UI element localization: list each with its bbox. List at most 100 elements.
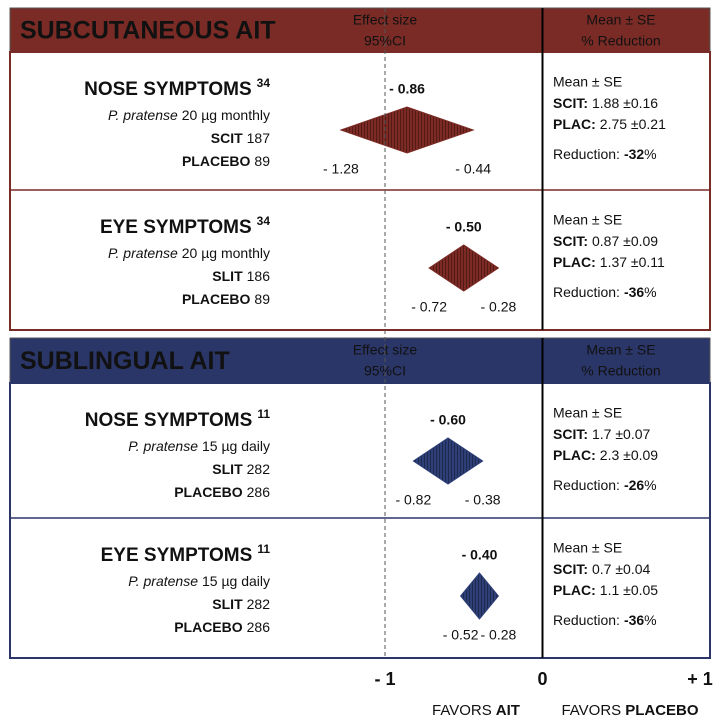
arm-n: 186 [247, 268, 271, 284]
stat-line: SCIT: 0.87 ±0.09 [553, 233, 658, 249]
drug-name: P. pratense [128, 573, 198, 589]
stat-label: PLAC: [553, 116, 596, 132]
reduction-line: Reduction: -32% [553, 146, 657, 162]
group-title: SUBCUTANEOUS AIT [20, 17, 276, 45]
stat-label: SCIT: [553, 95, 588, 111]
x-tick-label: 0 [537, 669, 547, 689]
favors-target: AIT [496, 702, 520, 719]
reduction-value: -26 [624, 477, 644, 493]
arm-line: SLIT 186 [212, 268, 270, 284]
stat-label: SCIT: [553, 561, 588, 577]
x-tick-label: - 1 [374, 669, 395, 689]
reduction-line: Reduction: -26% [553, 477, 657, 493]
group-box [9, 382, 711, 659]
stat-value: 1.88 ±0.16 [592, 95, 658, 111]
drug-line: P. pratense 15 µg daily [128, 573, 270, 589]
upper-label: - 0.44 [455, 161, 491, 177]
stat-label: SCIT: [553, 426, 588, 442]
arm-line: PLACEBO 89 [182, 153, 270, 169]
effect-diamond [459, 572, 500, 620]
effect-diamond [339, 106, 475, 154]
estimate-label: - 0.40 [462, 547, 498, 563]
arm-label: PLACEBO [182, 153, 251, 169]
upper-label: - 0.28 [480, 627, 516, 643]
reduction-value: -32 [624, 146, 644, 162]
arm-line: PLACEBO 89 [182, 291, 270, 307]
stat-value: 1.1 ±0.05 [600, 582, 658, 598]
study-title: NOSE SYMPTOMS 11 [85, 407, 271, 431]
stats-title: Mean ± SE [553, 405, 622, 421]
group-header [9, 7, 711, 53]
arm-label: PLACEBO [174, 484, 243, 500]
drug-dose: 20 µg monthly [182, 245, 270, 261]
favors-right: FAVORS PLACEBO [561, 702, 698, 719]
stat-line: SCIT: 0.7 ±0.04 [553, 561, 650, 577]
estimate-label: - 0.86 [389, 81, 425, 97]
study-name: NOSE SYMPTOMS [84, 79, 252, 100]
arm-line: PLACEBO 286 [174, 484, 270, 500]
reduction-value: -36 [624, 284, 644, 300]
arm-n: 286 [247, 484, 271, 500]
x-tick-label: + 1 [687, 669, 713, 689]
stat-value: 1.37 ±0.11 [600, 254, 665, 270]
stats-header: % Reduction [581, 33, 660, 49]
drug-line: P. pratense 20 µg monthly [108, 107, 270, 123]
drug-line: P. pratense 15 µg daily [128, 438, 270, 454]
favors-word: FAVORS [432, 702, 492, 719]
stat-value: 2.75 ±0.21 [600, 116, 666, 132]
group-header [9, 337, 711, 384]
stat-label: PLAC: [553, 582, 596, 598]
arm-n: 187 [247, 130, 271, 146]
stat-value: 0.7 ±0.04 [592, 561, 650, 577]
arm-line: PLACEBO 286 [174, 619, 270, 635]
stat-line: PLAC: 1.37 ±0.11 [553, 254, 665, 270]
arm-n: 282 [247, 596, 271, 612]
reduction-label: Reduction: [553, 146, 620, 162]
arm-label: SLIT [212, 268, 243, 284]
study-name: NOSE SYMPTOMS [85, 410, 253, 431]
reduction-unit: % [644, 284, 656, 300]
reduction-line: Reduction: -36% [553, 284, 657, 300]
study-title: EYE SYMPTOMS 34 [100, 214, 270, 238]
lower-label: - 0.72 [411, 299, 447, 315]
stats-title: Mean ± SE [553, 74, 622, 90]
reduction-unit: % [644, 477, 656, 493]
arm-n: 286 [247, 619, 271, 635]
drug-dose: 20 µg monthly [182, 107, 270, 123]
drug-dose: 15 µg daily [202, 573, 270, 589]
study-ref: 34 [257, 214, 271, 228]
stat-line: PLAC: 2.75 ±0.21 [553, 116, 666, 132]
drug-name: P. pratense [108, 245, 178, 261]
stat-line: SCIT: 1.7 ±0.07 [553, 426, 650, 442]
stats-header: % Reduction [581, 363, 660, 379]
arm-label: PLACEBO [182, 291, 251, 307]
study-name: EYE SYMPTOMS [100, 217, 252, 238]
reduction-label: Reduction: [553, 612, 620, 628]
stats-header: Mean ± SE [586, 12, 655, 28]
arm-label: SCIT [211, 130, 243, 146]
study-ref: 34 [257, 76, 271, 90]
arm-line: SCIT 187 [211, 130, 270, 146]
favors-word: FAVORS [561, 702, 621, 719]
study-title: NOSE SYMPTOMS 34 [84, 76, 270, 100]
stat-line: SCIT: 1.88 ±0.16 [553, 95, 658, 111]
upper-label: - 0.38 [465, 492, 501, 508]
group-box [9, 51, 711, 331]
drug-name: P. pratense [108, 107, 178, 123]
stat-label: PLAC: [553, 254, 596, 270]
effect-header: 95%CI [364, 363, 406, 379]
study-ref: 11 [257, 407, 270, 421]
stat-label: SCIT: [553, 233, 588, 249]
estimate-label: - 0.60 [430, 412, 466, 428]
reduction-value: -36 [624, 612, 644, 628]
stats-title: Mean ± SE [553, 540, 622, 556]
study-ref: 11 [257, 542, 270, 556]
stat-value: 1.7 ±0.07 [592, 426, 650, 442]
reduction-unit: % [644, 612, 656, 628]
effect-header: 95%CI [364, 33, 406, 49]
drug-name: P. pratense [128, 438, 198, 454]
upper-label: - 0.28 [480, 299, 516, 315]
reduction-line: Reduction: -36% [553, 612, 657, 628]
favors-left: FAVORS AIT [432, 702, 520, 719]
